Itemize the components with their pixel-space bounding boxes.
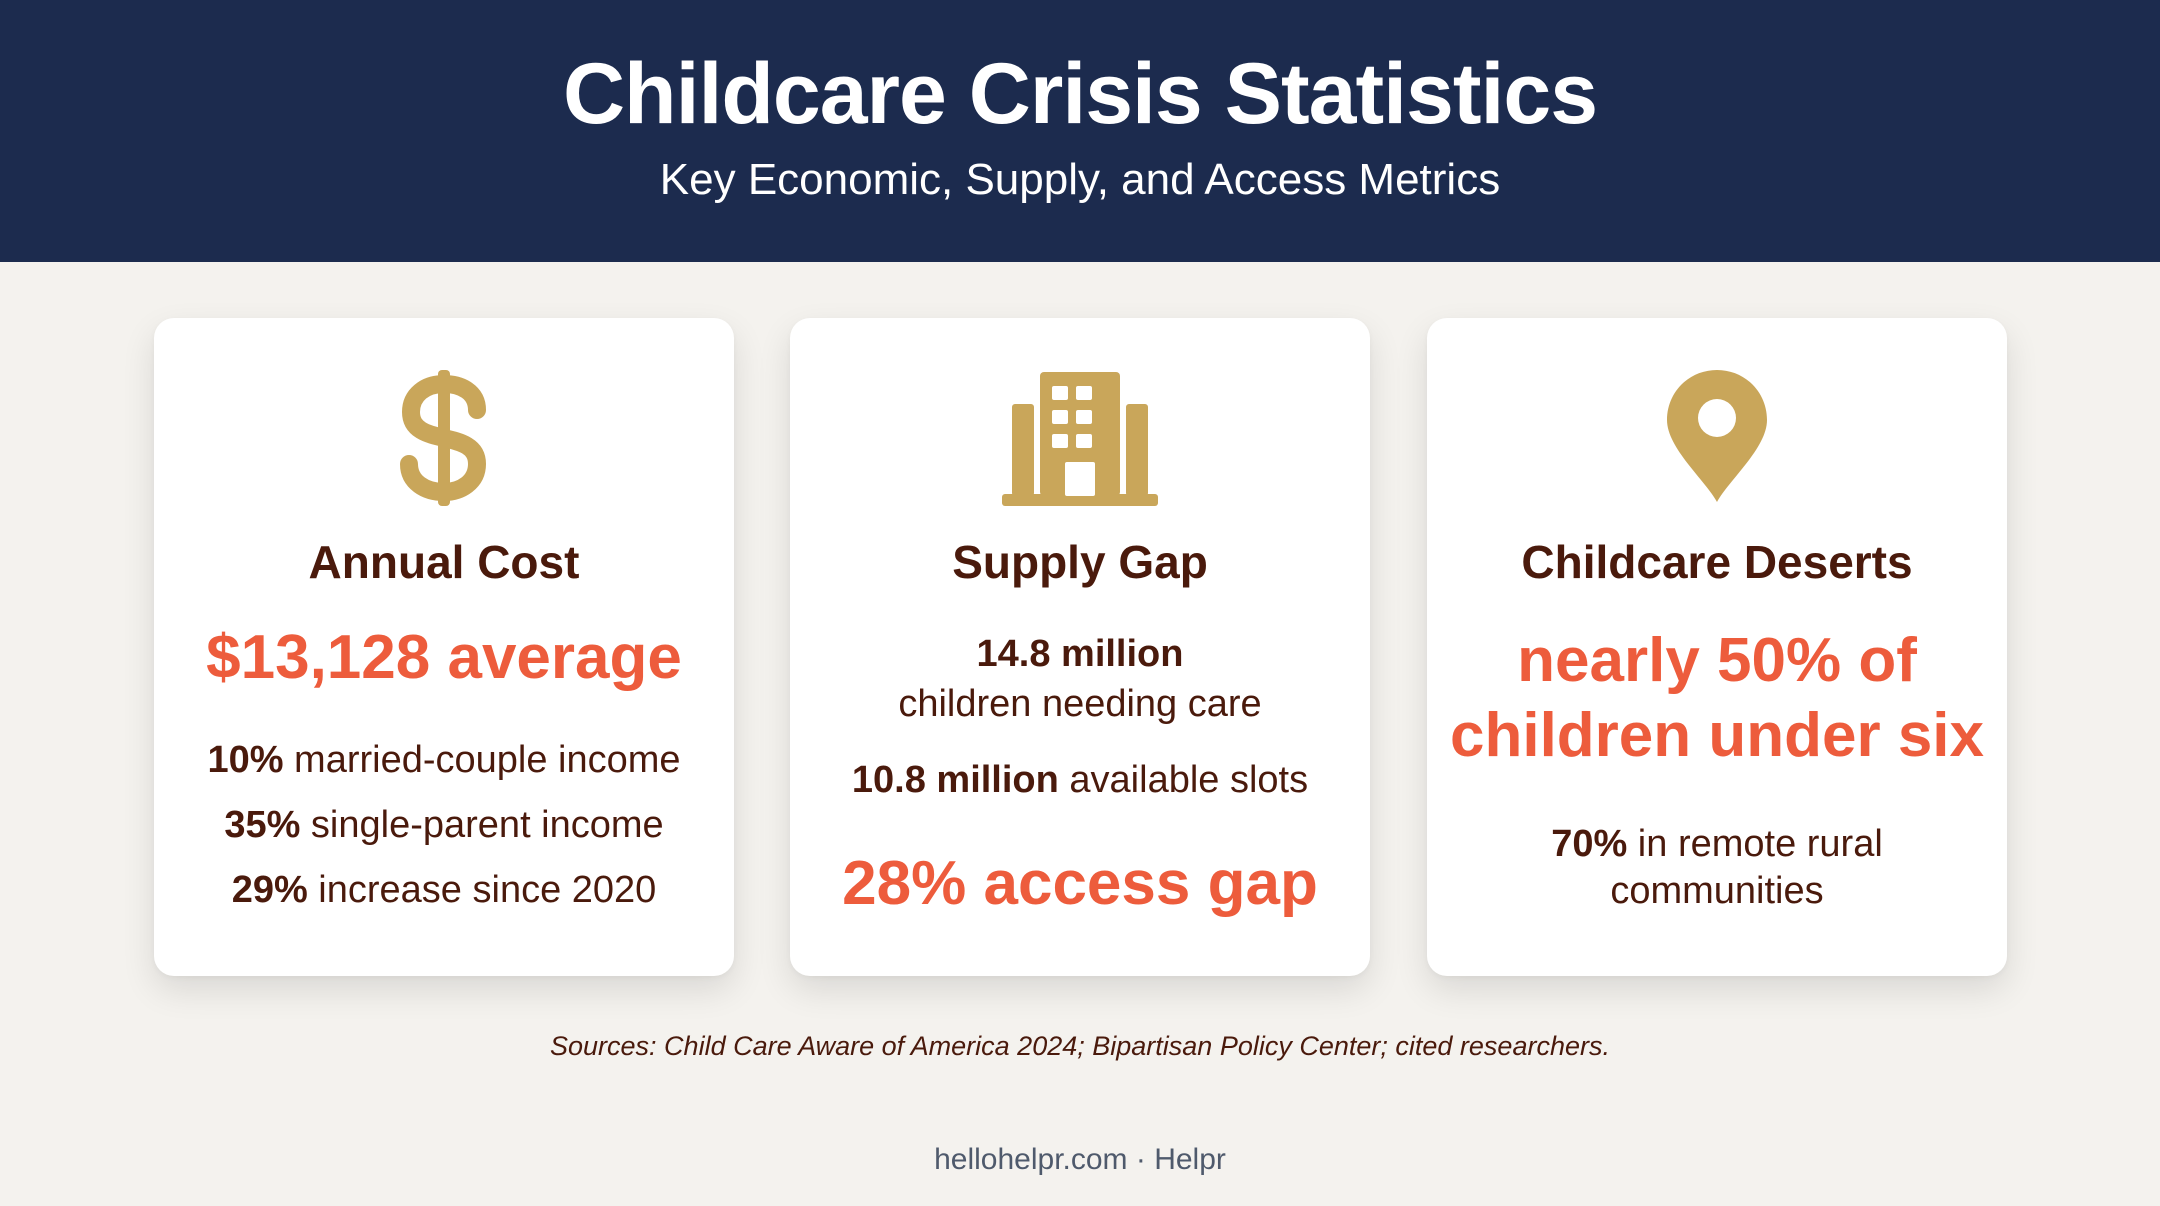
stat-text: available slots [1058, 759, 1309, 801]
stat-value: 35% [224, 804, 301, 846]
map-pin-icon [1667, 370, 1767, 502]
sources-note: Sources: Child Care Aware of America 202… [550, 1031, 1610, 1061]
stat-line: 29% increase since 2020 [154, 866, 734, 914]
annual-cost-highlight: $13,128 average [206, 623, 682, 692]
stat-line-continued: communities [1610, 870, 1824, 912]
annual-cost-card: Annual Cost $13,128 average 10% married-… [154, 318, 734, 976]
children-needing-text: children needing care [898, 683, 1262, 725]
stat-line: 70% in remote rural [1427, 820, 2007, 868]
stat-text: married-couple income [283, 739, 681, 781]
stat-line: 35% single-parent income [154, 801, 734, 849]
stat-text: single-parent income [300, 804, 664, 846]
dollar-sign-icon [400, 370, 487, 506]
stat-line: 10% married-couple income [154, 736, 734, 784]
access-gap-highlight: 28% access gap [842, 849, 1318, 918]
deserts-highlight-line-1: nearly 50% of [1517, 626, 1917, 695]
supply-gap-card: Supply Gap 14.8 million children needing… [790, 318, 1370, 976]
stat-value: 10% [207, 739, 284, 781]
childcare-deserts-card: Childcare Deserts nearly 50% of children… [1427, 318, 2007, 976]
page-subtitle: Key Economic, Supply, and Access Metrics [659, 155, 1501, 204]
card-title: Annual Cost [308, 536, 580, 588]
building-icon [1002, 372, 1158, 506]
stat-value: 70% [1551, 823, 1628, 865]
stat-line: 10.8 million available slots [790, 756, 1370, 804]
stat-value: 10.8 million [851, 759, 1059, 801]
page-title: Childcare Crisis Statistics [562, 46, 1598, 142]
header-banner: Childcare Crisis Statistics Key Economic… [0, 0, 2160, 262]
card-title: Childcare Deserts [1521, 536, 1913, 588]
stat-text: increase since 2020 [307, 869, 657, 911]
footer-credit: hellohelpr.com · Helpr [934, 1143, 1226, 1176]
stat-value: 29% [231, 869, 308, 911]
card-title: Supply Gap [952, 536, 1208, 588]
stat-text: in remote rural [1627, 823, 1883, 865]
children-needing-value: 14.8 million [976, 633, 1184, 675]
deserts-highlight-line-2: children under six [1449, 701, 1985, 770]
